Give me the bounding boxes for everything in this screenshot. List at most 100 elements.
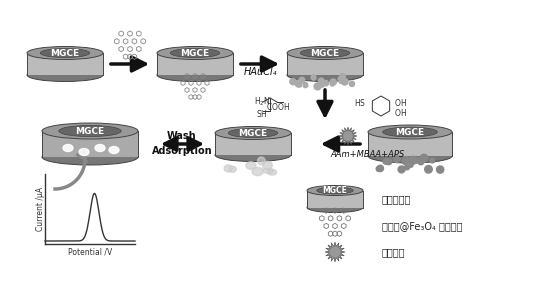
Circle shape: [402, 158, 409, 165]
Ellipse shape: [170, 49, 219, 58]
Circle shape: [430, 158, 434, 163]
Circle shape: [297, 83, 300, 87]
Ellipse shape: [262, 161, 272, 170]
Circle shape: [304, 83, 308, 88]
Circle shape: [314, 83, 321, 90]
Circle shape: [342, 78, 348, 85]
Circle shape: [377, 165, 383, 172]
FancyBboxPatch shape: [215, 133, 291, 155]
Ellipse shape: [287, 69, 363, 81]
Ellipse shape: [59, 126, 121, 137]
Circle shape: [425, 166, 432, 173]
Text: $\mathregular{OH}$: $\mathregular{OH}$: [393, 106, 406, 118]
Text: AAm+MBAA+APS: AAm+MBAA+APS: [331, 150, 405, 158]
Ellipse shape: [215, 126, 291, 139]
Ellipse shape: [267, 169, 277, 175]
Ellipse shape: [40, 49, 90, 58]
Ellipse shape: [229, 166, 236, 172]
Ellipse shape: [252, 167, 263, 176]
Circle shape: [437, 166, 444, 173]
Circle shape: [409, 156, 417, 164]
Circle shape: [414, 158, 419, 162]
Text: MGCE: MGCE: [239, 128, 267, 138]
Circle shape: [376, 166, 381, 171]
Text: $\mathregular{H_2N}$: $\mathregular{H_2N}$: [254, 96, 270, 108]
Ellipse shape: [42, 149, 138, 165]
Circle shape: [304, 83, 307, 86]
Circle shape: [299, 77, 305, 83]
Circle shape: [311, 75, 315, 79]
Ellipse shape: [224, 165, 233, 172]
Ellipse shape: [383, 127, 437, 137]
FancyBboxPatch shape: [307, 191, 363, 208]
FancyBboxPatch shape: [157, 53, 233, 75]
Ellipse shape: [287, 46, 363, 59]
Ellipse shape: [300, 49, 350, 58]
Circle shape: [418, 159, 424, 165]
Ellipse shape: [109, 146, 119, 153]
Circle shape: [340, 74, 345, 79]
FancyBboxPatch shape: [368, 132, 452, 156]
Circle shape: [318, 78, 324, 83]
Text: $\mathregular{OH}$: $\mathregular{OH}$: [393, 96, 406, 108]
Ellipse shape: [27, 46, 103, 59]
Text: Wash: Wash: [167, 131, 197, 141]
Circle shape: [330, 82, 334, 86]
Circle shape: [339, 80, 343, 83]
Circle shape: [295, 80, 302, 87]
Ellipse shape: [246, 162, 256, 169]
Ellipse shape: [317, 187, 353, 194]
Circle shape: [299, 83, 301, 87]
Ellipse shape: [368, 125, 452, 139]
Text: Adsorption: Adsorption: [152, 146, 212, 156]
Text: 磁玻碗电极: 磁玻碗电极: [382, 194, 411, 204]
Circle shape: [311, 76, 316, 80]
Ellipse shape: [307, 203, 363, 213]
FancyBboxPatch shape: [42, 131, 138, 157]
FancyBboxPatch shape: [287, 53, 363, 75]
Circle shape: [403, 156, 409, 163]
Ellipse shape: [79, 148, 89, 156]
Circle shape: [415, 158, 419, 162]
Text: 石墨烯@Fe₃O₄ 纳米材料: 石墨烯@Fe₃O₄ 纳米材料: [382, 221, 463, 231]
Text: 蛋白分子: 蛋白分子: [382, 247, 405, 257]
Text: Current /μA: Current /μA: [36, 187, 45, 231]
Circle shape: [338, 76, 345, 83]
Text: MGCE: MGCE: [75, 126, 104, 136]
Circle shape: [349, 81, 355, 86]
Text: MGCE: MGCE: [180, 49, 210, 58]
FancyBboxPatch shape: [27, 53, 103, 75]
Ellipse shape: [215, 148, 291, 161]
Text: $\mathregular{HS}$: $\mathregular{HS}$: [354, 96, 366, 108]
Ellipse shape: [157, 69, 233, 81]
Ellipse shape: [307, 186, 363, 196]
Text: MGCE: MGCE: [51, 49, 80, 58]
Ellipse shape: [42, 123, 138, 139]
Polygon shape: [325, 242, 345, 262]
Text: MGCE: MGCE: [310, 49, 339, 58]
Circle shape: [330, 79, 336, 85]
Circle shape: [320, 83, 324, 87]
Ellipse shape: [368, 149, 452, 163]
Ellipse shape: [257, 157, 265, 165]
Text: Potential /V: Potential /V: [68, 248, 112, 256]
Ellipse shape: [228, 128, 278, 138]
Ellipse shape: [27, 69, 103, 81]
Ellipse shape: [95, 144, 105, 151]
Text: MGCE: MGCE: [322, 186, 348, 195]
Ellipse shape: [63, 144, 73, 151]
Circle shape: [409, 163, 413, 167]
Circle shape: [290, 78, 296, 85]
Text: MGCE: MGCE: [395, 128, 425, 136]
Text: $\mathregular{SH}$: $\mathregular{SH}$: [256, 108, 268, 118]
Text: $\mathregular{COOH}$: $\mathregular{COOH}$: [266, 101, 290, 111]
Circle shape: [398, 166, 405, 173]
Circle shape: [383, 159, 388, 164]
Text: HAuCl₄: HAuCl₄: [243, 67, 277, 77]
Circle shape: [323, 81, 328, 86]
Ellipse shape: [263, 168, 273, 173]
Circle shape: [405, 165, 409, 170]
Polygon shape: [339, 127, 357, 145]
Circle shape: [393, 156, 400, 163]
Ellipse shape: [157, 46, 233, 59]
